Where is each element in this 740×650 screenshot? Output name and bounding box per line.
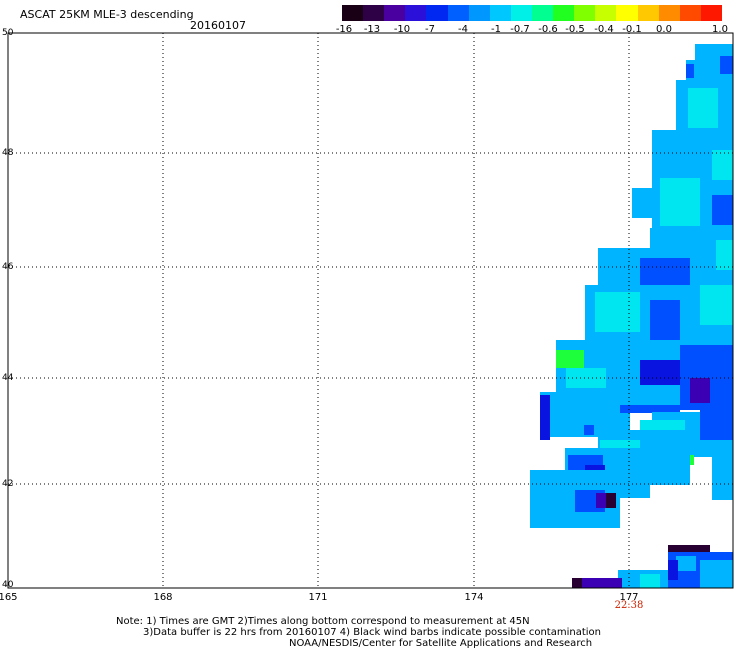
colorbar-segment: [595, 5, 617, 21]
colorbar-segment: [531, 5, 554, 21]
colorbar-segment: [553, 5, 575, 21]
swath-cell: [620, 405, 680, 413]
swath-cell: [712, 195, 733, 225]
colorbar-tick-labels: -16 -13 -10 -7 -4 -1 -0.7 -0.6 -0.5 -0.4 -0.1 0.0 1.…: [336, 24, 728, 38]
colorbar-tick-label: 1.0: [712, 24, 728, 35]
map-frame: [7, 32, 734, 589]
colorbar-segment: [426, 5, 448, 21]
colorbar-segment: [342, 5, 364, 21]
colorbar-tick-label: 0.0: [656, 24, 672, 35]
colorbar-tick-label: -4: [458, 24, 468, 35]
swath-cell: [556, 350, 584, 368]
lon-label-171: 171: [308, 592, 328, 603]
swath-cell: [700, 285, 733, 325]
swath-cell: [712, 455, 733, 500]
lat-label-48: 48: [2, 148, 14, 158]
colorbar-tick-label: -7: [425, 24, 435, 35]
colorbar-tick-label: -16: [335, 24, 353, 35]
colorbar-tick-label: -10: [393, 24, 411, 35]
note-line-1: Note: 1) Times are GMT 2)Times along bot…: [116, 616, 530, 627]
swath-cell: [595, 292, 640, 332]
swath-cell: [640, 258, 690, 290]
colorbar-tick-label: -0.1: [622, 24, 642, 35]
swath-cell: [720, 56, 733, 74]
lon-label-168: 168: [153, 592, 173, 603]
lat-label-50: 50: [2, 28, 14, 38]
swath-cell: [688, 88, 718, 128]
lat-label-44: 44: [2, 373, 14, 383]
swath-cell: [716, 240, 733, 270]
colorbar-tick-label: -1: [491, 24, 501, 35]
colorbar-segment: [700, 5, 722, 21]
swath-cell: [584, 425, 594, 435]
swath-cell: [660, 178, 700, 226]
wind-map: [7, 32, 734, 589]
colorbar-tick-label: -0.4: [594, 24, 614, 35]
lat-label-46: 46: [2, 262, 14, 272]
colorbar-tick-label: -0.5: [565, 24, 585, 35]
lat-label-42: 42: [2, 479, 14, 489]
swath-cell: [640, 574, 660, 588]
swath-cell: [676, 556, 696, 571]
product-title: ASCAT 25KM MLE-3 descending: [20, 8, 194, 21]
swath-cell: [640, 360, 680, 385]
colorbar-segment: [510, 5, 532, 21]
lat-label-40: 40: [2, 580, 14, 590]
lon-label-165: 165: [0, 592, 18, 603]
colorbar-segment: [405, 5, 427, 21]
swath-cell: [566, 368, 606, 388]
swath-cell: [632, 188, 652, 218]
colorbar-tick-label: -13: [363, 24, 381, 35]
colorbar-segment: [384, 5, 406, 21]
swath-cell: [686, 64, 694, 78]
swath-cell: [712, 150, 733, 180]
swath-cell: [540, 478, 575, 508]
colorbar-segment: [489, 5, 511, 21]
swath-cell: [572, 578, 622, 588]
swath-cell: [650, 300, 680, 340]
swath-cell: [606, 493, 616, 508]
pass-time-label: 22:38: [614, 600, 644, 611]
colorbar: [342, 5, 722, 21]
product-date: 20160107: [190, 19, 246, 32]
colorbar-segment: [363, 5, 385, 21]
wind-swath: [530, 44, 733, 588]
swath-cell: [668, 560, 678, 580]
colorbar-segment: [658, 5, 680, 21]
colorbar-tick-label: -0.6: [538, 24, 558, 35]
colorbar-segment: [637, 5, 659, 21]
note-line-3: NOAA/NESDIS/Center for Satellite Applica…: [289, 638, 593, 649]
lon-label-174: 174: [464, 592, 484, 603]
swath-cell: [700, 410, 733, 440]
swath-cell: [668, 545, 710, 555]
swath-cell: [690, 378, 710, 403]
colorbar-segment: [447, 5, 469, 21]
map-grid: [8, 33, 733, 588]
note-line-2: 3)Data buffer is 22 hrs from 20160107 4)…: [143, 627, 601, 638]
swath-cell: [540, 395, 550, 440]
colorbar-segment: [468, 5, 490, 21]
lon-label-177: 177: [619, 592, 639, 603]
colorbar-segment: [574, 5, 596, 21]
swath-cell: [700, 560, 733, 588]
colorbar-tick-label: -0.7: [510, 24, 530, 35]
swath-cell: [572, 578, 582, 588]
colorbar-segment: [616, 5, 638, 21]
colorbar-segment: [679, 5, 701, 21]
